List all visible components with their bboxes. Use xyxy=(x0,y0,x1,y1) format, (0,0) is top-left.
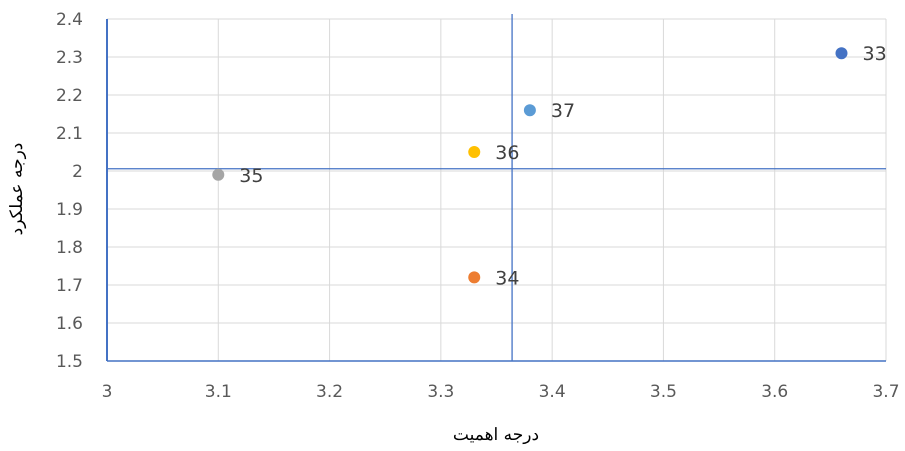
y-tick-label-2: 1.7 xyxy=(56,276,83,296)
data-label-36: 36 xyxy=(495,142,519,164)
x-tick-label-4: 3.4 xyxy=(539,382,566,402)
x-tick-label-2: 3.2 xyxy=(316,382,343,402)
y-tick-labels: 1.5 1.6 1.7 1.8 1.9 2 2.1 2.2 2.3 2.4 xyxy=(56,10,83,372)
data-points xyxy=(212,47,848,284)
data-label-33: 33 xyxy=(862,43,886,65)
x-tick-label-0: 3 xyxy=(102,382,113,402)
data-point-36 xyxy=(468,146,481,158)
y-tick-label-1: 1.6 xyxy=(56,314,83,334)
data-label-35: 35 xyxy=(239,165,263,187)
data-point-labels: 33 34 35 36 37 xyxy=(239,43,886,289)
data-label-34: 34 xyxy=(495,267,519,289)
vertical-gridlines xyxy=(106,19,887,361)
data-label-37: 37 xyxy=(551,100,575,122)
y-tick-label-4: 1.9 xyxy=(56,200,83,220)
y-tick-label-8: 2.3 xyxy=(56,48,83,68)
x-tick-label-5: 3.5 xyxy=(650,382,677,402)
y-tick-label-3: 1.8 xyxy=(56,238,83,258)
x-tick-label-6: 3.6 xyxy=(761,382,788,402)
x-tick-label-3: 3.3 xyxy=(427,382,454,402)
x-tick-label-1: 3.1 xyxy=(205,382,232,402)
y-tick-label-0: 1.5 xyxy=(56,352,83,372)
reference-lines xyxy=(107,14,886,361)
data-point-35 xyxy=(212,168,225,181)
y-axis-title: درجه عملکرد xyxy=(7,143,27,236)
y-tick-label-6: 2.1 xyxy=(56,124,83,144)
axes xyxy=(106,19,886,362)
data-point-34 xyxy=(468,271,481,284)
x-tick-labels: 3 3.1 3.2 3.3 3.4 3.5 3.6 3.7 xyxy=(102,382,900,402)
x-tick-label-7: 3.7 xyxy=(872,382,899,402)
x-axis-title: درجه اهمیت xyxy=(453,425,539,445)
data-point-33 xyxy=(835,47,848,60)
y-tick-label-9: 2.4 xyxy=(56,10,83,30)
data-point-37 xyxy=(523,104,536,117)
horizontal-gridlines xyxy=(107,18,886,362)
y-tick-label-7: 2.2 xyxy=(56,86,83,106)
y-tick-label-5: 2 xyxy=(72,162,83,182)
